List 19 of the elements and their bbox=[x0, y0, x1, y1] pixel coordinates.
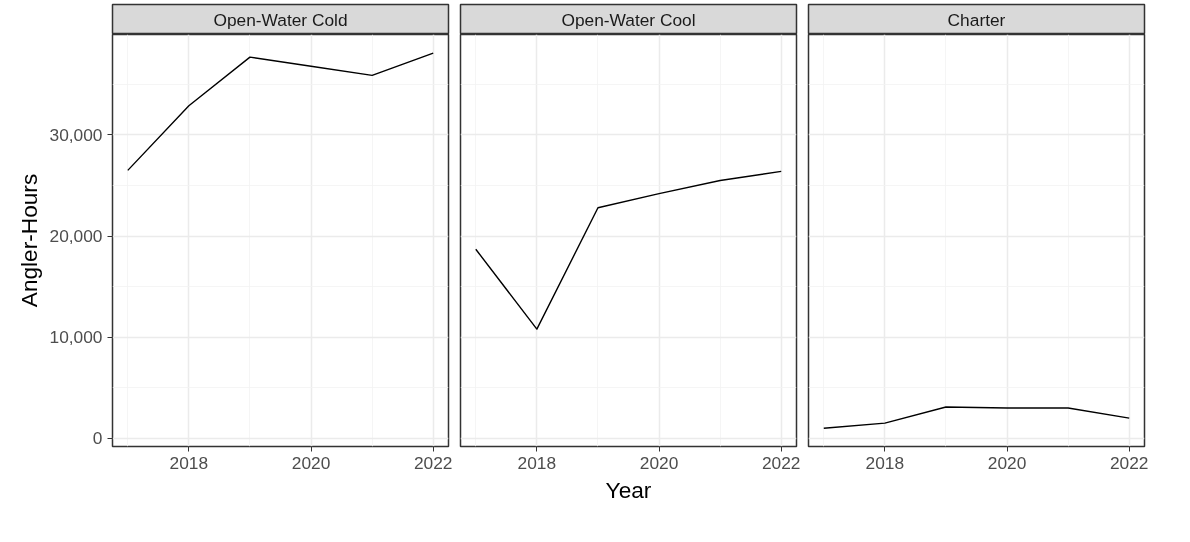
x-tick-label: 2018 bbox=[169, 452, 209, 473]
line-series bbox=[127, 52, 434, 172]
x-tick-label: 2022 bbox=[1109, 452, 1149, 473]
y-tick-label: 10,000 bbox=[49, 327, 103, 348]
x-tick-label: 2022 bbox=[761, 452, 801, 473]
x-tick-label: 2020 bbox=[291, 452, 331, 473]
x-axis-title: Year bbox=[605, 476, 652, 503]
x-tick-label: 2020 bbox=[987, 452, 1027, 473]
chart-title: Open-Water Cold bbox=[213, 9, 348, 30]
y-tick-label: 20,000 bbox=[49, 226, 103, 247]
chart-title: Charter bbox=[947, 9, 1006, 30]
x-tick-label: 2022 bbox=[413, 452, 453, 473]
chart-title: Open-Water Cool bbox=[561, 9, 696, 30]
x-tick-label: 2020 bbox=[639, 452, 679, 473]
y-tick-label: 30,000 bbox=[49, 125, 103, 145]
x-tick-label: 2018 bbox=[517, 452, 557, 473]
x-tick-label: 2018 bbox=[865, 452, 905, 473]
y-axis-title: Angler-Hours bbox=[15, 173, 42, 308]
y-tick-label: 0 bbox=[92, 428, 103, 449]
